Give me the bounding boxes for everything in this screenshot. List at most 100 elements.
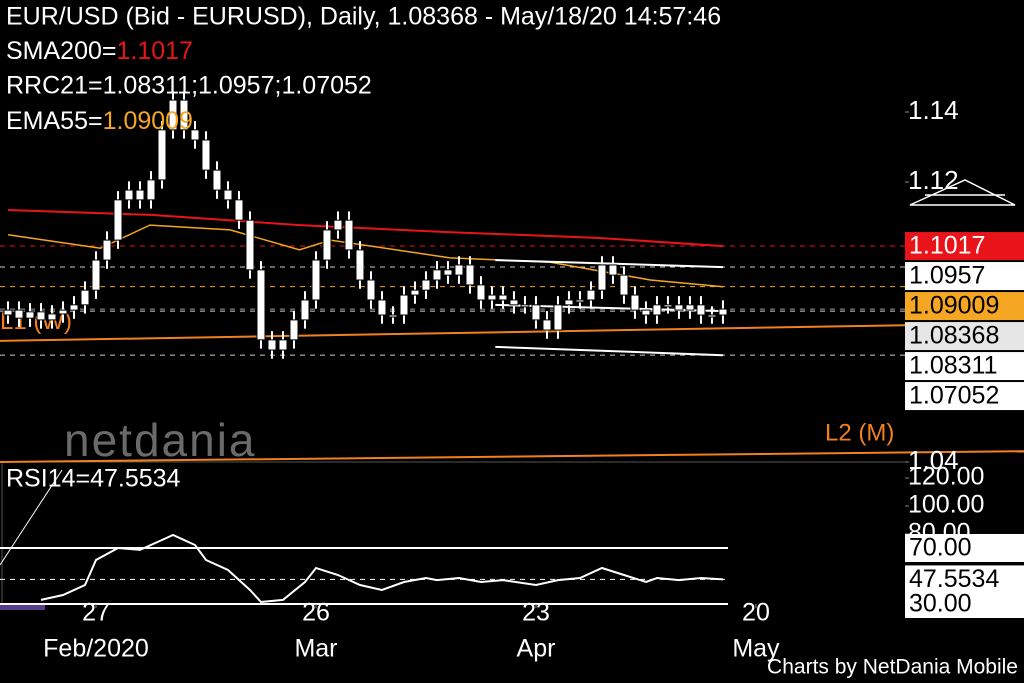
candle-body [278,339,288,351]
price-label: 1.07052 [909,382,999,410]
candle-body [476,284,486,301]
candle-body [366,279,376,301]
chart-title: EUR/USD (Bid - EURUSD), Daily, 1.08368 -… [6,3,721,31]
candle-body [267,339,277,351]
price-label: 1.0957 [909,262,985,290]
candle-body [498,294,508,301]
x-tick-month: Mar [294,635,337,663]
legend-text: EMA55= [6,107,103,135]
x-tick-month: Feb/2020 [43,635,149,663]
candle-body [135,189,145,201]
legend-value: 1.1017 [117,37,193,65]
rsi-box [905,533,1024,562]
candle-body [355,249,365,281]
candle-body [707,314,717,318]
x-tick-label: 20 [742,599,770,627]
candle-body [234,199,244,221]
candle-body [575,299,585,303]
candle-body [674,304,684,311]
candle-body [399,294,409,316]
candle-body [377,299,387,316]
price-label: 1.1017 [909,232,985,260]
candle-body [289,319,299,341]
legend-value: 1.09009 [103,107,193,135]
candle-body [388,314,398,318]
candle-body [685,304,695,311]
candle-body [256,269,266,341]
candle-body [410,289,420,296]
x-tick-label: 26 [302,599,330,627]
oversold-area [0,604,45,610]
price-label: 1.08311 [909,352,998,380]
price-box [905,232,1024,261]
candle-body [509,299,519,306]
candle-body [630,294,640,311]
channel-line [495,345,724,357]
candle-body [322,229,332,261]
candle-body [179,99,189,131]
candle-body [25,311,35,319]
candle-body [641,309,651,316]
candle-body [619,274,629,296]
candle-body [696,304,706,316]
candle-body [223,189,233,201]
price-label: 1.09009 [909,292,999,320]
rsi-label: 47.5534 [909,565,999,593]
decoration [0,469,63,566]
candle-body [80,289,90,306]
candle-body [3,309,13,316]
candle-body [586,289,596,301]
candle-body [190,129,200,141]
candle-body [201,139,211,171]
trend-line [0,450,1024,463]
candle-body [344,219,354,251]
candle-body [531,304,541,321]
candle-body [58,309,68,315]
candle-body [36,311,46,321]
candle-body [91,259,101,291]
rsi-box [905,565,1024,594]
legend-ema: EMA55=1.09009 [6,107,193,135]
rsi-line [40,533,724,604]
y-tick-label: 1.14 [908,95,959,125]
candle-body [454,264,464,276]
candle-body [69,304,79,311]
price-box [905,352,1024,381]
candle-body [14,309,24,319]
price-box [905,262,1024,291]
sma-line [7,209,724,248]
candle-body [520,304,530,308]
price-box [905,322,1024,351]
candle-body [487,294,497,301]
candle-body [597,264,607,291]
candle-body [124,189,134,201]
decoration [909,179,1016,206]
trend-label: L2 (M) [825,419,894,446]
candle-body [421,279,431,291]
candle-body [608,264,618,276]
trend-line [0,324,906,342]
candle-body [47,313,57,321]
y-tick-label: 1.04 [908,445,959,475]
legend-sma: SMA200=1.1017 [6,37,193,65]
legend-text: SMA200= [6,37,117,65]
rsi-title: RSI14=47.5534 [6,465,181,493]
rsi-label: 30.00 [909,590,972,618]
candle-body [718,308,728,316]
x-tick-month: Apr [517,635,556,663]
x-tick-month: May [732,635,780,663]
candle-body [465,264,475,286]
rsi-tick-label: 120.00 [908,463,984,491]
candle-body [102,239,112,261]
x-tick-label: 23 [522,599,550,627]
candle-body [553,304,563,331]
legend-rrc: RRC21=1.08311;1.0957;1.07052 [6,72,372,100]
candle-body [542,319,552,331]
candle-body [157,129,167,181]
candle-body [443,269,453,276]
candle-body [168,99,178,131]
candle-body [311,259,321,301]
y-tick-label: 1.12 [908,165,959,195]
channel-line [495,259,724,269]
footer: Charts by NetDania Mobile [767,656,1018,679]
